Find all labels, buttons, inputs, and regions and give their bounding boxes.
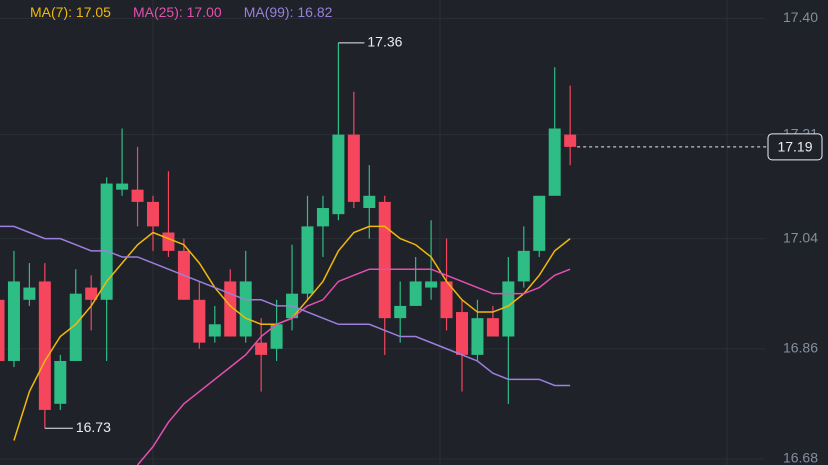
- legend-value: 17.05: [75, 4, 111, 20]
- candle-body: [116, 183, 129, 190]
- legend-name: MA(25): [133, 4, 187, 20]
- y-tick-label: 16.86: [783, 339, 818, 355]
- candle-body: [193, 299, 206, 343]
- candle-body: [347, 134, 360, 202]
- candle-body: [564, 134, 577, 147]
- candle-body: [23, 287, 36, 300]
- candle-body: [363, 195, 376, 209]
- legend-item: MA(7)17.05: [30, 4, 111, 20]
- candle-body: [301, 226, 314, 294]
- candle-body: [517, 250, 530, 282]
- candle-body: [471, 318, 484, 355]
- legend-value: 17.00: [186, 4, 222, 20]
- candle-body: [69, 293, 82, 361]
- low-label: 16.73: [76, 419, 111, 435]
- last-price-label: 17.19: [777, 139, 812, 155]
- candle-body: [394, 305, 407, 319]
- candle-body: [332, 134, 345, 215]
- candle-body: [456, 312, 468, 355]
- y-tick-label: 17.04: [783, 229, 818, 245]
- candle-body: [440, 281, 453, 319]
- candle-body: [0, 299, 5, 361]
- candle-body: [502, 281, 515, 337]
- candle-body: [85, 287, 98, 300]
- legend-item: MA(99)16.82: [244, 4, 333, 20]
- candle-body: [100, 183, 113, 300]
- candle-body: [409, 281, 422, 306]
- last-price-box: [767, 133, 823, 161]
- candle-body: [54, 360, 67, 404]
- candle-body: [147, 201, 159, 227]
- legend-item: MA(25)17.00: [133, 4, 222, 20]
- candle-body: [486, 318, 499, 337]
- candle-body: [38, 281, 51, 410]
- candle-body: [7, 281, 20, 361]
- y-tick-label: 17.40: [783, 9, 818, 25]
- legend-name: MA(99): [244, 4, 298, 20]
- legend-value: 16.82: [297, 4, 333, 20]
- candle-body: [270, 324, 283, 349]
- candle-body: [316, 208, 329, 227]
- candle-body: [239, 281, 252, 337]
- candle-body: [378, 201, 391, 319]
- candle-body: [425, 281, 438, 288]
- ma-line: [0, 225, 571, 387]
- candle-body: [548, 128, 561, 196]
- candle-body: [255, 342, 268, 355]
- legend: MA(7)17.05 MA(25)17.00 MA(99)16.82: [30, 4, 332, 20]
- candle-body: [208, 324, 221, 337]
- candle-body: [131, 189, 144, 202]
- legend-name: MA(7): [30, 4, 76, 20]
- high-label: 17.36: [367, 34, 402, 50]
- candle-body: [533, 195, 546, 251]
- candle-body: [162, 232, 175, 251]
- y-tick-label: 16.68: [783, 450, 818, 465]
- ma-line: [136, 268, 571, 465]
